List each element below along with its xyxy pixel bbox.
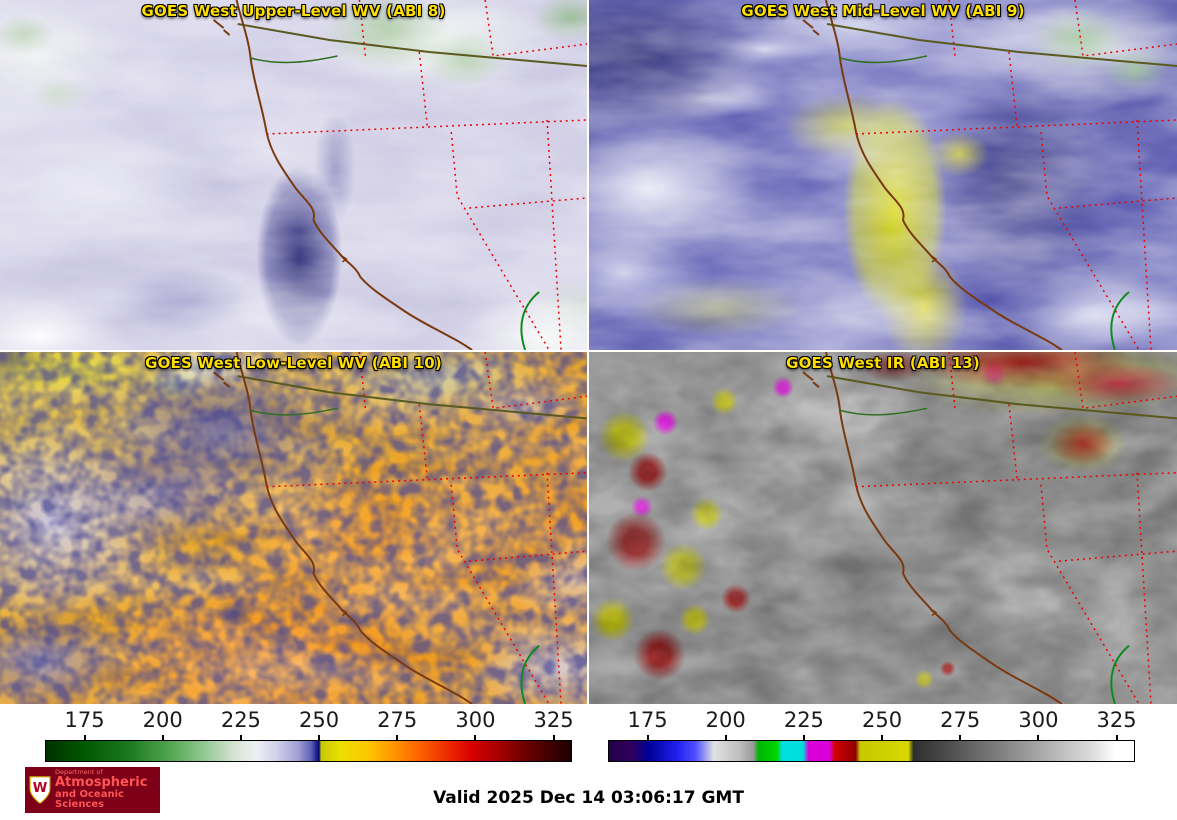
cb-tick-label: 250 <box>861 708 903 732</box>
cb-tick-mark <box>646 735 649 740</box>
cb-tick-mark <box>881 735 884 740</box>
panel-title-abi8: GOES West Upper-Level WV (ABI 8) <box>141 2 446 20</box>
cb-tick-label: 225 <box>220 708 261 732</box>
panel-abi9: GOES West Mid-Level WV (ABI 9) <box>589 0 1177 350</box>
panel-title-abi13: GOES West IR (ABI 13) <box>786 354 980 372</box>
uw-crest-icon: W <box>29 776 51 804</box>
colorbar-ir-ticks <box>608 735 1135 740</box>
cb-tick-label: 325 <box>533 708 574 732</box>
logo-line-2: Atmospheric <box>55 775 148 791</box>
colorbar-ir-gradient <box>608 740 1135 762</box>
cb-tick-label: 175 <box>627 708 668 732</box>
colorbar-wv-labels: 175 200 225 250 275 300 325 <box>45 708 574 735</box>
satellite-image-upper-wv <box>0 0 587 350</box>
colorbar-wv-ticks <box>45 735 572 740</box>
cb-tick-label: 275 <box>940 708 981 732</box>
panel-abi8: GOES West Upper-Level WV (ABI 8) <box>0 0 587 350</box>
panel-title-abi9: GOES West Mid-Level WV (ABI 9) <box>741 2 1025 20</box>
cb-tick-label: 300 <box>455 708 496 732</box>
cb-tick-label: 200 <box>142 708 183 732</box>
colorbar-row: 175 200 225 250 275 300 325 175 <box>0 704 1177 764</box>
aos-department-logo: W Department of Atmospheric and Oceanic … <box>25 767 160 813</box>
satellite-image-mid-wv <box>589 0 1177 350</box>
logo-line-3: and Oceanic Sciences <box>55 788 124 811</box>
colorbar-ir-labels: 175 200 225 250 275 300 325 <box>608 708 1137 735</box>
cb-tick-label: 225 <box>783 708 824 732</box>
cb-tick-label: 275 <box>377 708 418 732</box>
cb-tick-mark <box>552 735 555 740</box>
cb-tick-mark <box>802 735 805 740</box>
valid-time-label: Valid 2025 Dec 14 03:06:17 GMT <box>433 788 744 808</box>
cb-tick-mark <box>239 735 242 740</box>
colorbar-wv-gradient <box>45 740 572 762</box>
cb-tick-mark <box>959 735 962 740</box>
colorbar-ir: 175 200 225 250 275 300 325 <box>608 708 1137 764</box>
cb-tick-mark <box>1115 735 1118 740</box>
panel-title-abi10: GOES West Low-Level WV (ABI 10) <box>145 354 442 372</box>
satellite-image-low-wv <box>0 352 587 704</box>
panel-abi10: GOES West Low-Level WV (ABI 10) <box>0 352 587 704</box>
cb-tick-mark <box>474 735 477 740</box>
cb-tick-label: 300 <box>1018 708 1059 732</box>
cb-tick-label: 250 <box>298 708 340 732</box>
crest-letter: W <box>33 781 48 796</box>
cb-tick-label: 200 <box>705 708 746 732</box>
logo-line-1: Department of <box>55 768 103 777</box>
cb-tick-mark <box>318 735 321 740</box>
panel-abi13: GOES West IR (ABI 13) <box>589 352 1177 704</box>
satellite-image-ir <box>589 352 1177 704</box>
cb-tick-label: 175 <box>64 708 105 732</box>
cb-tick-label: 325 <box>1096 708 1137 732</box>
cb-tick-mark <box>396 735 399 740</box>
footer: W Department of Atmospheric and Oceanic … <box>0 764 1177 818</box>
colorbar-wv: 175 200 225 250 275 300 325 <box>45 708 574 764</box>
cb-tick-mark <box>724 735 727 740</box>
cb-tick-mark <box>83 735 86 740</box>
cb-tick-mark <box>161 735 164 740</box>
logo-text: Department of Atmospheric and Oceanic Sc… <box>55 769 156 810</box>
panel-grid: GOES West Upper-Level WV (ABI 8) GOES We… <box>0 0 1177 704</box>
cb-tick-mark <box>1037 735 1040 740</box>
